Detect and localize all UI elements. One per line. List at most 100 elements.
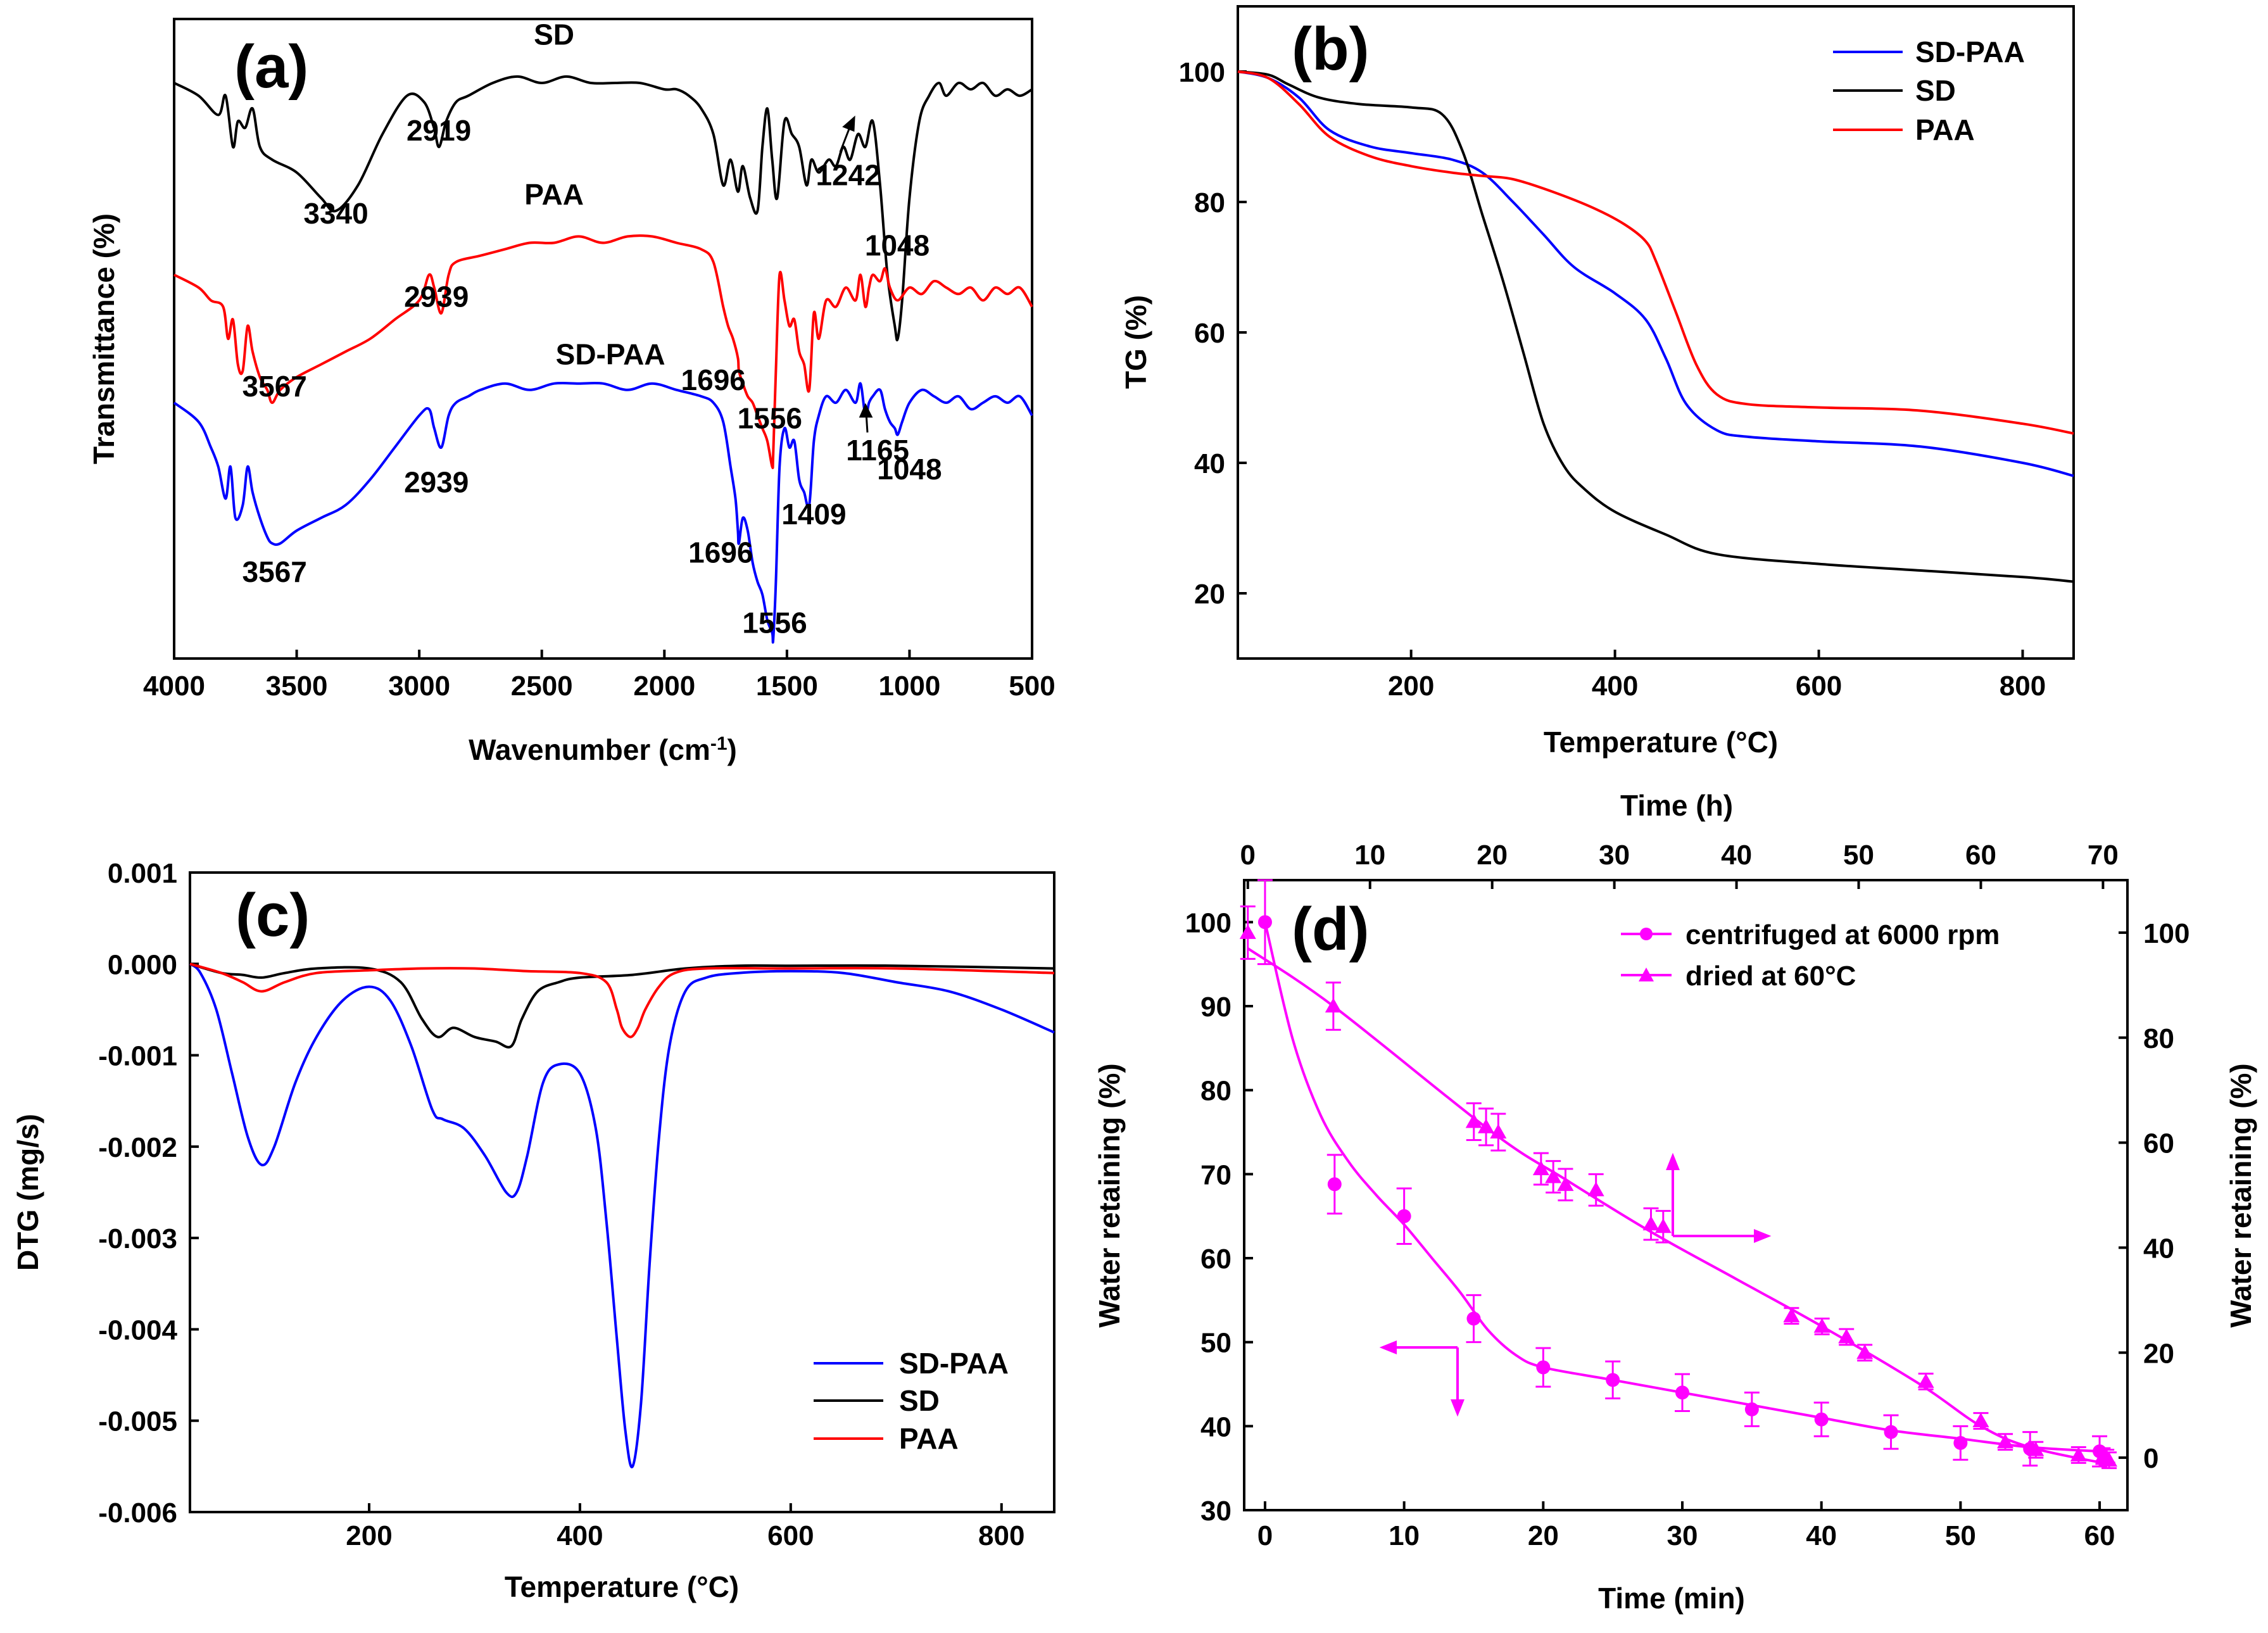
panel-d: (d) Time (min) Time (h) Water retaining … [1093, 789, 2257, 1615]
x-tick-label: 20 [1528, 1520, 1559, 1551]
x-tick-label: 4000 [143, 671, 205, 702]
data-point-dried-at-60-c [1545, 1168, 1562, 1183]
legend-label-sdpaa: SD-PAA [899, 1347, 1009, 1380]
peak-label-3567: 3567 [243, 555, 307, 588]
panel-c-xlabel: Temperature (°C) [505, 1570, 739, 1603]
x-tick-label: 2000 [633, 671, 695, 702]
x-tick-label: 600 [1796, 671, 1842, 702]
y2-tick-label: 20 [2143, 1338, 2174, 1369]
y-tick-label: 80 [1194, 187, 1225, 218]
panel-b-legend: SD-PAA SD PAA [1833, 35, 2025, 146]
peak-label-sd: SD [534, 18, 574, 51]
panel-c-series [189, 962, 1055, 1468]
peak-label-sd-paa: SD-PAA [556, 337, 665, 370]
y-tick-label: -0.003 [98, 1223, 177, 1254]
data-point-dried-at-60-c [1642, 1216, 1660, 1231]
peak-label-2939: 2939 [404, 281, 469, 313]
panel-d-legend: centrifuged at 6000 rpm dried at 60°C [1621, 919, 2000, 992]
x-tick-label: 0 [1257, 1520, 1273, 1551]
y-tick-label: 100 [1179, 57, 1225, 88]
panel-a-xlabel: Wavenumber (cm-1) [469, 733, 737, 767]
panel-c: (c) Temperature (°C) DTG (mg/s) 200 400 60… [11, 858, 1055, 1603]
data-point-dried-at-60-c [2101, 1452, 2118, 1467]
x-tick-label: 600 [767, 1520, 814, 1551]
y-tick-label: 90 [1200, 992, 1232, 1023]
legend-label-sdpaa: SD-PAA [1915, 35, 2025, 68]
peak-label-1048: 1048 [877, 453, 942, 486]
y2-tick-label: 100 [2143, 918, 2189, 949]
x-tick-label: 3500 [266, 671, 328, 702]
x-tick-label: 40 [1806, 1520, 1837, 1551]
y-tick-label: -0.002 [98, 1132, 177, 1163]
data-point-dried-at-60-c [1557, 1176, 1574, 1191]
data-point-dried-at-60-c [1490, 1124, 1507, 1138]
data-point-dried-at-60-c [1813, 1318, 1830, 1333]
y-tick-label: 80 [1200, 1076, 1232, 1107]
y-tick-label: 60 [1200, 1244, 1232, 1275]
data-point-dried-at-60-c [1997, 1434, 2014, 1449]
legend-marker-centrifuged [1640, 928, 1653, 940]
panel-c-legend: SD-PAA SD PAA [814, 1347, 1009, 1455]
x-tick-label: 3000 [388, 671, 450, 702]
data-point-dried-at-60-c [1325, 998, 1342, 1012]
panel-d-series [1239, 879, 2118, 1470]
peak-label-2939: 2939 [404, 465, 469, 498]
series-line-sd-paa [189, 962, 1055, 1468]
data-point-dried-at-60-c [1783, 1308, 1800, 1323]
y2-tick-label: 80 [2143, 1023, 2174, 1054]
panel-d-ylabel: Water retaining (%) [1093, 1063, 1126, 1327]
panel-a-ylabel: Transmittance (%) [87, 213, 120, 464]
data-point-centrifuged-at-6000-rpm [1257, 915, 1272, 930]
panel-a-label: (a) [234, 33, 308, 101]
data-point-centrifuged-at-6000-rpm [1675, 1385, 1690, 1400]
peak-label-1048: 1048 [865, 229, 929, 262]
x-tick-label: 2500 [511, 671, 573, 702]
data-point-dried-at-60-c [1917, 1373, 1934, 1388]
data-point-centrifuged-at-6000-rpm [1327, 1177, 1342, 1192]
panel-d-y2label: Water retaining (%) [2224, 1063, 2257, 1327]
legend-label-sd: SD [899, 1384, 940, 1417]
x2-tick-label: 0 [1240, 840, 1256, 871]
y-tick-label: 0.001 [108, 858, 177, 889]
x-tick-label: 200 [346, 1520, 392, 1551]
data-point-dried-at-60-c [1972, 1413, 1989, 1428]
panel-b-label: (b) [1292, 15, 1370, 83]
panel-b-series [1237, 70, 2074, 583]
panel-a-frame [173, 18, 1033, 660]
data-point-dried-at-60-c [1856, 1344, 1874, 1359]
peak-label-1165: 1165 [846, 434, 909, 467]
data-point-dried-at-60-c [1654, 1218, 1672, 1233]
y-tick-label: 0.000 [108, 949, 177, 980]
x-tick-label: 200 [1388, 671, 1434, 702]
x-tick-label: 800 [2000, 671, 2046, 702]
x2-tick-label: 20 [1477, 840, 1508, 871]
y-tick-label: 70 [1200, 1159, 1232, 1190]
panel-a: (a) Wavenumber (cm-1) Transmittance (%) … [87, 18, 1055, 766]
y-tick-label: 100 [1185, 907, 1232, 938]
panel-d-frame [1243, 879, 2129, 1511]
panel-d-label: (d) [1292, 895, 1370, 963]
series-line-paa [173, 234, 1033, 469]
x-tick-label: 400 [557, 1520, 603, 1551]
peak-label-1556: 1556 [738, 401, 802, 434]
x-tick-label: 500 [1009, 671, 1055, 702]
panel-d-axis-arrows [1379, 1152, 1772, 1417]
x2-tick-label: 30 [1599, 840, 1630, 871]
peak-label-1696: 1696 [688, 536, 753, 569]
legend-marker-dried [1639, 968, 1654, 981]
series-line-sd [189, 962, 1055, 1049]
legend-label-paa: PAA [899, 1422, 959, 1455]
panel-a-xticks: 4000 3500 3000 2500 2000 1500 1000 500 [143, 650, 1055, 702]
y2-tick-label: 40 [2143, 1233, 2174, 1264]
x2-tick-label: 40 [1721, 840, 1752, 871]
data-point-centrifuged-at-6000-rpm [1884, 1425, 1898, 1439]
y-tick-label: 40 [1194, 448, 1225, 479]
series-line-sd-paa [173, 381, 1033, 644]
data-point-dried-at-60-c [2070, 1446, 2087, 1461]
peak-label-1409: 1409 [781, 498, 846, 531]
series-line-sd-paa [1237, 70, 2074, 477]
panel-b: (b) Temperature (°C) TG (%) 200 400 600 800… [1119, 5, 2075, 759]
data-point-centrifuged-at-6000-rpm [1397, 1209, 1411, 1223]
data-point-centrifuged-at-6000-rpm [1744, 1402, 1759, 1416]
y-tick-label: 20 [1194, 579, 1225, 610]
